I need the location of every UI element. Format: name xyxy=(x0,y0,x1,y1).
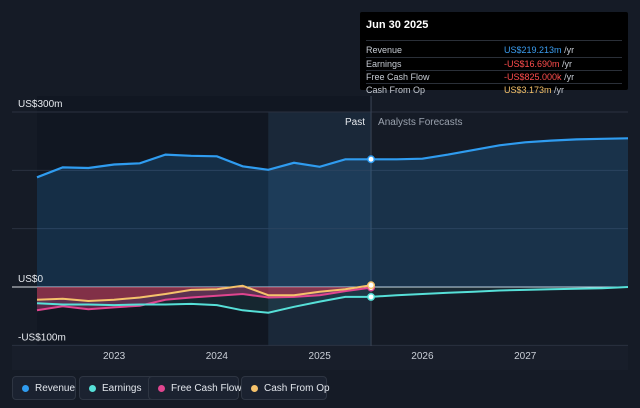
legend-label: Cash From Op xyxy=(264,383,330,394)
tooltip-value: -US$16.690m xyxy=(504,59,560,69)
forecast-label: Analysts Forecasts xyxy=(378,117,462,128)
earnings-area xyxy=(37,287,628,313)
revenue-area xyxy=(37,138,628,287)
y-tick-label: US$300m xyxy=(18,99,62,110)
x-tick-label: 2024 xyxy=(206,351,229,362)
x-tick-label: 2026 xyxy=(411,351,434,362)
tooltip-divider xyxy=(366,57,622,58)
earnings-marker xyxy=(367,292,375,301)
cash-from-op-marker xyxy=(367,281,375,290)
free-cash-flow-line xyxy=(36,286,372,312)
tooltip-unit: /yr xyxy=(564,45,575,55)
x-tick-label: 2023 xyxy=(103,351,126,362)
financials-chart: US$300m US$0 -US$100m 2023 2024 2025 2026 2027 P… xyxy=(12,96,629,370)
tooltip-date: Jun 30 2025 xyxy=(366,19,429,31)
tooltip-row-revenue: Revenue US$219.213m /yr xyxy=(366,45,622,58)
tooltip-unit: /yr xyxy=(562,59,573,69)
y-tick-label: -US$100m xyxy=(18,332,66,343)
tooltip-row-free-cash-flow: Free Cash Flow -US$825.000k /yr xyxy=(366,72,622,85)
legend-item-cash-from-op[interactable]: Cash From Op xyxy=(241,376,330,400)
revenue-marker xyxy=(367,155,375,164)
legend-label: Revenue xyxy=(35,383,76,394)
legend-item-earnings[interactable]: Earnings xyxy=(79,376,157,400)
legend-dot xyxy=(89,385,96,392)
tooltip-divider xyxy=(366,83,622,84)
tooltip-value: -US$825.000k xyxy=(504,72,562,82)
tooltip-value: US$219.213m xyxy=(504,45,562,55)
legend-dot xyxy=(158,385,165,392)
data-tooltip: Jun 30 2025 Revenue US$219.213m /yr Earn… xyxy=(360,12,628,95)
legend-label: Earnings xyxy=(102,383,142,394)
past-label: Past xyxy=(345,117,365,128)
tooltip-divider xyxy=(366,70,622,71)
tooltip-unit: /yr xyxy=(554,85,565,95)
y-tick-label: US$0 xyxy=(18,274,43,285)
tooltip-divider xyxy=(366,40,622,41)
tooltip-unit: /yr xyxy=(564,72,575,82)
x-tick-label: 2027 xyxy=(514,351,537,362)
tooltip-label: Earnings xyxy=(366,59,402,69)
x-axis-band xyxy=(12,346,628,370)
tooltip-label: Cash From Op xyxy=(366,85,426,95)
legend-label: Free Cash Flow xyxy=(171,383,242,394)
cash-from-op-line xyxy=(36,284,372,303)
tooltip-value: US$3.173m xyxy=(504,85,552,95)
tooltip-label: Revenue xyxy=(366,45,403,55)
cash-from-op-area xyxy=(37,285,372,301)
tooltip-row-cash-from-op: Cash From Op US$3.173m /yr xyxy=(366,85,622,98)
revenue-line xyxy=(36,137,629,179)
legend-item-revenue[interactable]: Revenue xyxy=(12,376,76,400)
tooltip-row-earnings: Earnings -US$16.690m /yr xyxy=(366,59,622,72)
x-tick-label: 2025 xyxy=(309,351,332,362)
earnings-line xyxy=(36,286,629,314)
tooltip-label: Free Cash Flow xyxy=(366,72,430,82)
legend-dot xyxy=(251,385,258,392)
legend-item-free-cash-flow[interactable]: Free Cash Flow xyxy=(148,376,242,400)
legend-dot xyxy=(22,385,29,392)
